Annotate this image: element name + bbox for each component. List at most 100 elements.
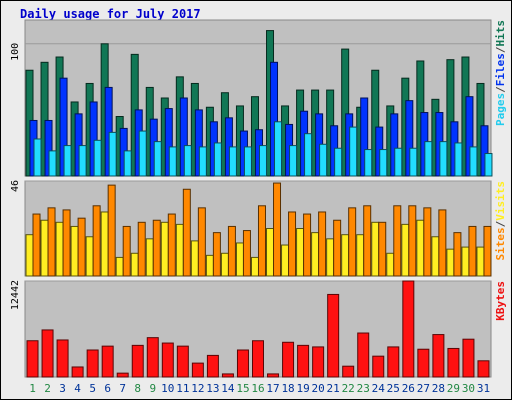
x-tick-label-day-3: 3 bbox=[59, 382, 66, 395]
bar-sites-day-28 bbox=[438, 209, 447, 277]
bar-sites-day-4 bbox=[77, 217, 86, 277]
bar-visits-day-14 bbox=[220, 252, 229, 277]
bar-visits-day-20 bbox=[311, 232, 320, 277]
x-tick-label-day-1: 1 bbox=[29, 382, 36, 395]
bar-sites-day-31 bbox=[483, 225, 492, 277]
bar-kbytes-day-30 bbox=[462, 338, 475, 378]
bar-kbytes-day-22 bbox=[342, 365, 355, 378]
bar-pages-day-11 bbox=[183, 145, 192, 177]
bar-kbytes-day-1 bbox=[26, 340, 39, 378]
bar-kbytes-day-9 bbox=[146, 337, 159, 378]
bar-pages-day-4 bbox=[78, 145, 87, 177]
bar-visits-day-18 bbox=[281, 244, 290, 277]
bar-visits-day-3 bbox=[55, 221, 64, 277]
bar-sites-day-20 bbox=[318, 211, 327, 277]
x-tick-label-day-8: 8 bbox=[134, 382, 141, 395]
bar-visits-day-16 bbox=[250, 256, 259, 277]
legend-item-files-2: Files bbox=[494, 53, 507, 86]
bar-kbytes-day-25 bbox=[387, 346, 400, 378]
bar-sites-day-12 bbox=[197, 207, 206, 277]
y-tick-label-top-panel: 100 bbox=[10, 43, 21, 61]
bar-sites-day-10 bbox=[167, 213, 176, 277]
bar-pages-day-31 bbox=[484, 153, 493, 177]
bar-sites-day-19 bbox=[303, 213, 312, 277]
bar-sites-day-3 bbox=[62, 209, 71, 277]
bar-pages-day-17 bbox=[274, 121, 283, 177]
x-tick-label-day-23: 23 bbox=[357, 382, 370, 395]
x-tick-label-day-19: 19 bbox=[296, 382, 309, 395]
bar-sites-day-18 bbox=[288, 211, 297, 277]
bar-pages-day-7 bbox=[123, 150, 132, 177]
bar-sites-day-11 bbox=[182, 188, 191, 277]
bar-visits-day-9 bbox=[145, 238, 154, 277]
x-tick-label-day-21: 21 bbox=[327, 382, 340, 395]
bar-kbytes-day-14 bbox=[221, 373, 234, 378]
bar-sites-day-7 bbox=[122, 225, 131, 277]
bar-visits-day-25 bbox=[386, 252, 395, 277]
bar-sites-day-1 bbox=[32, 213, 41, 277]
bar-kbytes-day-29 bbox=[447, 347, 460, 378]
bar-visits-day-24 bbox=[371, 221, 380, 277]
x-tick-label-day-24: 24 bbox=[372, 382, 386, 395]
bar-visits-day-13 bbox=[205, 254, 214, 277]
bar-kbytes-day-8 bbox=[131, 344, 144, 378]
bar-pages-day-24 bbox=[379, 149, 388, 177]
bar-visits-day-22 bbox=[341, 234, 350, 277]
bar-sites-day-6 bbox=[107, 184, 116, 277]
bar-visits-day-4 bbox=[70, 225, 79, 277]
x-tick-label-day-18: 18 bbox=[281, 382, 294, 395]
legend-item-slash-3: / bbox=[494, 46, 507, 53]
bar-kbytes-day-18 bbox=[282, 341, 295, 378]
x-tick-label-day-30: 30 bbox=[462, 382, 475, 395]
bar-pages-day-18 bbox=[289, 145, 298, 177]
bar-kbytes-day-21 bbox=[327, 293, 340, 378]
x-tick-label-day-4: 4 bbox=[74, 382, 81, 395]
bar-sites-day-9 bbox=[152, 219, 161, 277]
bar-visits-day-11 bbox=[175, 223, 184, 277]
bar-sites-day-13 bbox=[212, 232, 221, 277]
legend-item-slash-1: / bbox=[494, 86, 507, 93]
x-tick-label-day-10: 10 bbox=[161, 382, 174, 395]
legend-bottom-panel: KBytes bbox=[494, 281, 507, 321]
bar-kbytes-day-16 bbox=[252, 340, 264, 378]
bar-pages-day-6 bbox=[108, 131, 117, 177]
legend-top-panel: Pages/Files/Hits bbox=[494, 20, 507, 126]
x-tick-label-day-29: 29 bbox=[447, 382, 460, 395]
bar-pages-day-3 bbox=[63, 145, 72, 177]
x-tick-label-day-22: 22 bbox=[342, 382, 355, 395]
legend-item-hits-4: Hits bbox=[494, 20, 507, 47]
x-tick-label-day-12: 12 bbox=[191, 382, 204, 395]
bar-sites-day-17 bbox=[273, 182, 282, 277]
bar-pages-day-28 bbox=[439, 141, 448, 177]
bar-pages-day-13 bbox=[213, 142, 222, 177]
x-tick-label-day-9: 9 bbox=[149, 382, 156, 395]
bar-visits-day-15 bbox=[235, 242, 244, 277]
x-tick-label-day-13: 13 bbox=[206, 382, 219, 395]
bar-visits-day-17 bbox=[266, 228, 275, 277]
bar-pages-day-29 bbox=[454, 142, 463, 177]
bar-visits-day-27 bbox=[416, 219, 425, 277]
bar-sites-day-8 bbox=[137, 221, 146, 277]
bar-visits-day-31 bbox=[476, 246, 485, 277]
bar-pages-day-21 bbox=[334, 147, 343, 177]
x-tick-label-day-6: 6 bbox=[104, 382, 111, 395]
bar-sites-day-23 bbox=[363, 205, 372, 277]
bar-kbytes-day-17 bbox=[267, 373, 280, 378]
bar-visits-day-8 bbox=[130, 252, 139, 277]
bar-visits-day-30 bbox=[461, 246, 470, 277]
bar-kbytes-day-28 bbox=[432, 334, 445, 378]
bar-sites-day-14 bbox=[227, 225, 236, 277]
bar-pages-day-19 bbox=[304, 133, 313, 177]
bar-sites-day-22 bbox=[348, 207, 357, 277]
bar-sites-day-26 bbox=[408, 205, 417, 277]
bar-sites-day-24 bbox=[378, 221, 387, 277]
bar-kbytes-day-4 bbox=[71, 366, 84, 378]
bar-kbytes-day-12 bbox=[191, 362, 204, 378]
bar-sites-day-21 bbox=[333, 219, 342, 277]
bar-kbytes-day-11 bbox=[176, 345, 189, 378]
bar-visits-day-23 bbox=[356, 234, 365, 277]
legend-middle-panel: Sites/Visits bbox=[494, 181, 507, 261]
bar-sites-day-30 bbox=[468, 225, 477, 277]
bar-sites-day-16 bbox=[257, 205, 266, 277]
